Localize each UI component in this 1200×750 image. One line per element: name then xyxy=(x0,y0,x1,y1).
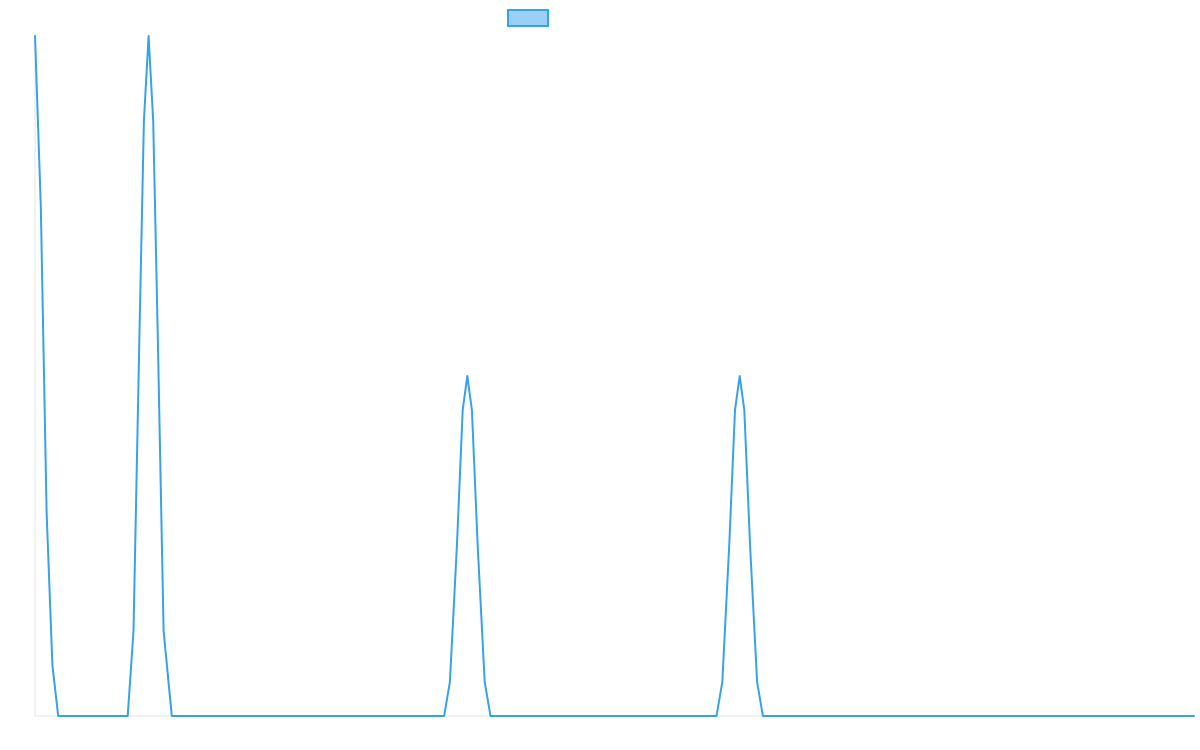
series-group xyxy=(34,35,1195,717)
legend-swatch[interactable] xyxy=(507,9,549,27)
legend[interactable] xyxy=(507,9,549,27)
series-line-0 xyxy=(34,35,1195,717)
